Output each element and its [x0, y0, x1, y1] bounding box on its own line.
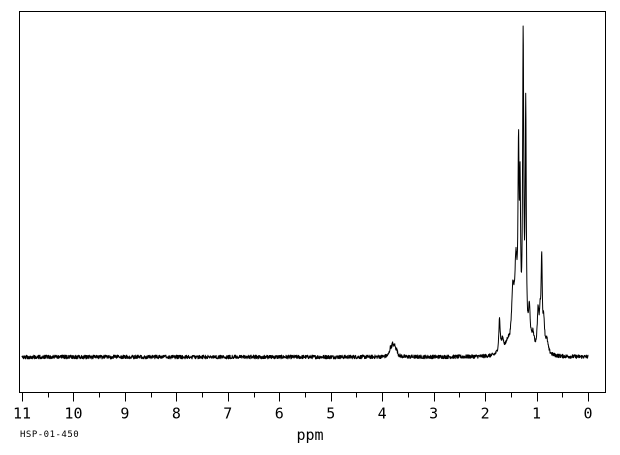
- svg-text:11: 11: [13, 405, 31, 423]
- svg-text:6: 6: [275, 405, 284, 423]
- svg-text:2: 2: [481, 405, 490, 423]
- spectrum-trace: [21, 25, 589, 360]
- svg-text:4: 4: [378, 405, 387, 423]
- svg-text:8: 8: [172, 405, 181, 423]
- svg-text:10: 10: [64, 405, 82, 423]
- sample-label: HSP-01-450: [20, 430, 80, 440]
- svg-text:1: 1: [532, 405, 541, 423]
- svg-text:3: 3: [429, 405, 438, 423]
- x-axis-tick-labels: 11 10 9 8 7 6 5 4 3 2 1 0: [13, 405, 593, 423]
- svg-text:5: 5: [326, 405, 335, 423]
- x-axis-ticks: [22, 392, 589, 402]
- plot-frame: [19, 11, 606, 393]
- x-axis-title: ppm: [296, 426, 324, 444]
- svg-text:0: 0: [583, 405, 592, 423]
- svg-text:7: 7: [223, 405, 232, 423]
- svg-text:9: 9: [120, 405, 129, 423]
